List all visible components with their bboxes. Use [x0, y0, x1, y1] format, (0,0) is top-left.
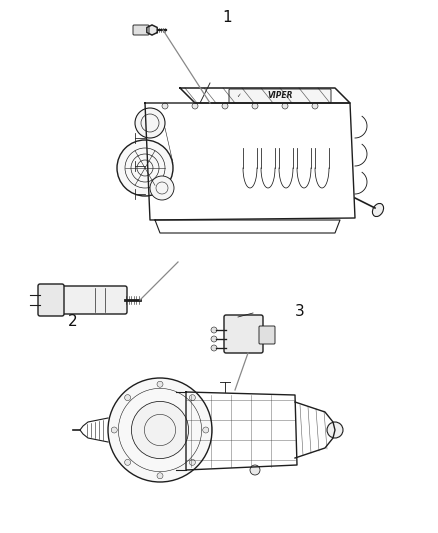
- Circle shape: [125, 394, 131, 401]
- FancyBboxPatch shape: [58, 286, 127, 314]
- Circle shape: [162, 103, 168, 109]
- Circle shape: [222, 103, 228, 109]
- Circle shape: [189, 459, 195, 465]
- Ellipse shape: [372, 204, 384, 216]
- Text: ✓: ✓: [236, 93, 240, 99]
- Text: VIPER: VIPER: [267, 92, 293, 101]
- Circle shape: [211, 345, 217, 351]
- Text: 1: 1: [222, 11, 232, 26]
- FancyBboxPatch shape: [224, 315, 263, 353]
- Polygon shape: [147, 25, 157, 35]
- Circle shape: [192, 103, 198, 109]
- Circle shape: [157, 381, 163, 387]
- Circle shape: [150, 176, 174, 200]
- Circle shape: [125, 459, 131, 465]
- FancyBboxPatch shape: [38, 284, 64, 316]
- Circle shape: [211, 327, 217, 333]
- Text: 2: 2: [68, 314, 78, 329]
- Circle shape: [252, 103, 258, 109]
- FancyBboxPatch shape: [133, 25, 149, 35]
- Circle shape: [157, 473, 163, 479]
- Circle shape: [108, 378, 212, 482]
- Circle shape: [117, 140, 173, 196]
- Circle shape: [131, 401, 189, 458]
- Circle shape: [312, 103, 318, 109]
- Circle shape: [135, 108, 165, 138]
- Circle shape: [203, 427, 209, 433]
- Circle shape: [250, 465, 260, 475]
- FancyBboxPatch shape: [259, 326, 275, 344]
- FancyBboxPatch shape: [229, 89, 331, 103]
- Circle shape: [327, 422, 343, 438]
- Circle shape: [282, 103, 288, 109]
- Circle shape: [189, 394, 195, 401]
- Text: 3: 3: [295, 304, 305, 319]
- Circle shape: [111, 427, 117, 433]
- Circle shape: [211, 336, 217, 342]
